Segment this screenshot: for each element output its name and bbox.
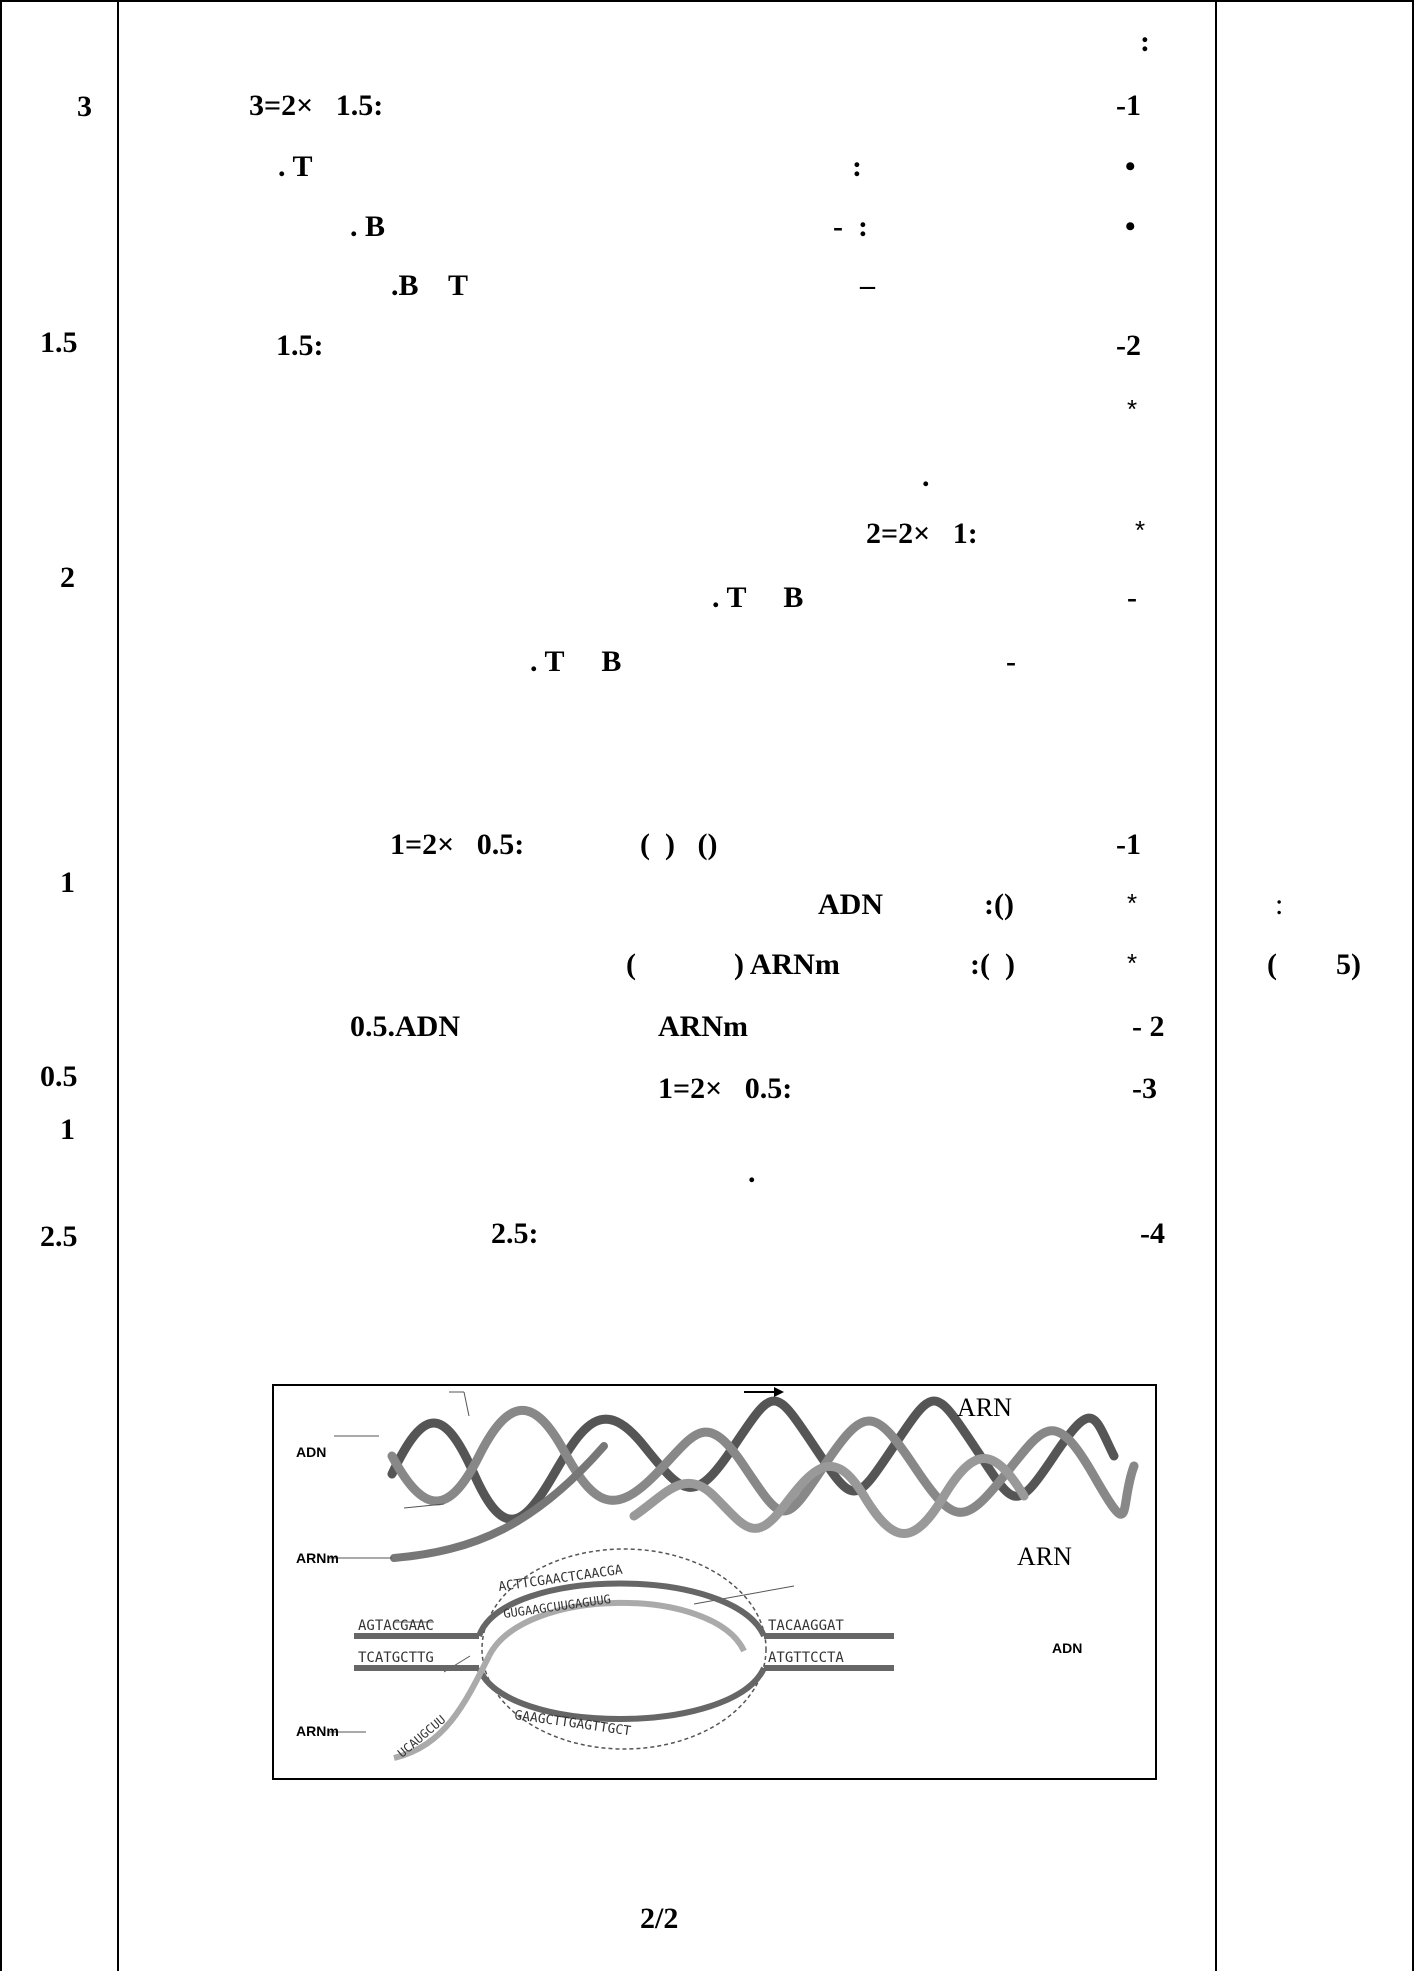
dash: –: [860, 269, 875, 302]
pointer-line: [403, 1503, 445, 1509]
pointer-line: [463, 1391, 470, 1417]
answer-t: . T: [278, 150, 313, 183]
star: *: [1135, 515, 1146, 545]
mark-6: 1: [60, 1113, 75, 1146]
mark-1: 3: [77, 90, 92, 123]
mrna-arc: [486, 1599, 747, 1658]
transcription-diagram: ACTTCGAACTCAACGA GUGAAGCUUGAGUUG GAAGCTT…: [328, 1387, 1139, 1761]
mrna-strand-top: [390, 1442, 608, 1562]
points-3: 2=2× 1:: [866, 517, 978, 550]
seq-top-right: TACAAGGAT: [768, 1618, 844, 1634]
points-1: 3=2× 1.5:: [249, 89, 384, 122]
mark-2: 1.5: [40, 326, 78, 359]
dash: -: [1127, 581, 1137, 614]
mark-7: 2.5: [40, 1220, 78, 1253]
seq-arc-bottom: GAAGCTTGAGTTGCT: [513, 1708, 632, 1739]
answer-b: . B: [350, 210, 386, 243]
label-arn-top: ARN: [957, 1393, 1012, 1422]
seq-bottom-left: TCATGCTTG: [358, 1650, 434, 1666]
question-number-1b: -1: [1116, 828, 1141, 861]
dot: .: [922, 460, 930, 493]
right-border: [1412, 0, 1414, 1971]
parens: ( ) (): [640, 828, 718, 861]
right-value: 5): [1336, 948, 1361, 981]
answer-t-b: . T B: [712, 581, 804, 614]
marks-column-divider: [117, 0, 119, 1971]
dot: .: [748, 1156, 756, 1189]
colon-paren: :(): [984, 888, 1014, 921]
dna-strand-1: [387, 1396, 1119, 1524]
label-adn-left: ADN: [296, 1444, 327, 1460]
label-arn-mid: ARN: [1017, 1542, 1072, 1571]
points-2: 1.5:: [276, 329, 324, 362]
content-column-divider: [1215, 0, 1217, 1971]
answer-b-t: .B T: [391, 269, 468, 302]
colon-paren: :( ): [970, 948, 1015, 981]
seq-top-left: AGTACGAAC: [358, 1618, 434, 1634]
star: *: [1127, 394, 1138, 424]
right-paren: (: [1267, 948, 1277, 981]
colon: :: [852, 150, 862, 183]
question-number-2: -2: [1116, 329, 1141, 362]
star: *: [1127, 888, 1138, 918]
mark-4: 1: [60, 866, 75, 899]
page-number: 2/2: [640, 1902, 679, 1935]
question-number-2b: - 2: [1132, 1010, 1165, 1043]
question-number-4: -4: [1140, 1217, 1165, 1250]
mrna-exit: [393, 1654, 492, 1761]
dash-colon: - :: [833, 210, 868, 243]
colon-top: :: [1140, 25, 1150, 58]
dash: -: [1006, 645, 1016, 678]
right-colon: :: [1275, 888, 1284, 921]
template-arc-top: [476, 1580, 767, 1638]
answer-t-b: . T B: [530, 645, 622, 678]
left-border: [0, 0, 2, 1971]
mark-5: 0.5: [40, 1060, 78, 1093]
arrow-head: [774, 1387, 784, 1397]
label-adn-right: ADN: [1052, 1640, 1083, 1656]
question-number-1: -1: [1116, 89, 1141, 122]
points-5: 1=2× 0.5:: [658, 1072, 793, 1105]
label-arnm-mid: ARNm: [296, 1550, 339, 1566]
term-arnm: ARNm: [658, 1010, 748, 1043]
label-arnm-bottom: ARNm: [296, 1723, 339, 1739]
template-arc-bottom: [476, 1666, 767, 1722]
bullet: •: [1125, 150, 1136, 183]
dna-strand-2: [387, 1405, 1139, 1519]
transcription-bubble: [481, 1548, 767, 1750]
term-adn: ADN: [818, 888, 883, 921]
star: *: [1127, 948, 1138, 978]
bullet: •: [1125, 210, 1136, 243]
open-paren: (: [626, 948, 636, 981]
points-6: 2.5:: [491, 1217, 539, 1250]
top-border: [0, 0, 1414, 2]
term-arnm: ) ARNm: [734, 948, 840, 981]
question-number-3: -3: [1132, 1072, 1157, 1105]
seq-arc-mid: GUGAAGCUUGAGUUG: [502, 1592, 611, 1621]
mark-3: 2: [60, 561, 75, 594]
transcription-figure: ACTTCGAACTCAACGA GUGAAGCUUGAGUUG GAAGCTT…: [272, 1384, 1157, 1780]
points-4: 1=2× 0.5:: [390, 828, 525, 861]
points-adn: 0.5.ADN: [350, 1010, 460, 1043]
seq-bottom-right: ATGTTCCTA: [768, 1650, 844, 1666]
pointer-line: [693, 1585, 795, 1605]
rna-strand-top: [629, 1454, 1029, 1538]
